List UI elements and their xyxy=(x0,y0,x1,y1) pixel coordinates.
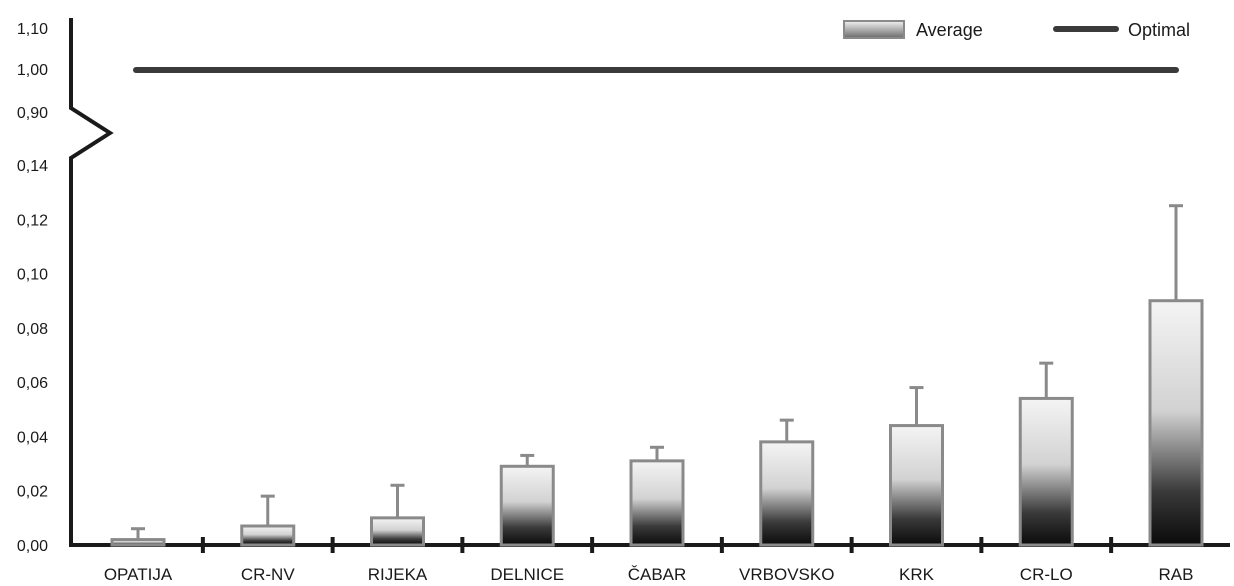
x-category-label: CR-NV xyxy=(241,565,295,584)
legend-average-label: Average xyxy=(916,20,983,40)
y-tick-label: 0,12 xyxy=(17,212,48,229)
y-tick-label: 0,02 xyxy=(17,484,48,501)
x-category-label: VRBOVSKO xyxy=(739,565,834,584)
bar-average xyxy=(889,424,944,547)
y-axis: 1,10 1,00 0,90 0,00 0,02 0,04 0,06 0,08 0,10 0… xyxy=(17,18,114,555)
y-tick-label: 0,06 xyxy=(17,375,48,392)
y-tick-label: 0,10 xyxy=(17,267,48,284)
y-tick-label: 0,00 xyxy=(17,538,48,555)
x-category-label: ČABAR xyxy=(628,565,687,584)
bar-average xyxy=(499,464,555,547)
legend-optimal-label: Optimal xyxy=(1128,20,1190,40)
x-category-label: RIJEKA xyxy=(368,565,428,584)
x-category-label: CR-LO xyxy=(1020,565,1073,584)
x-category-label: OPATIJA xyxy=(104,565,173,584)
bar-average xyxy=(629,459,685,547)
x-category-label: RAB xyxy=(1159,565,1194,584)
bar-average xyxy=(1018,396,1074,547)
y-tick-label: 0,08 xyxy=(17,321,48,338)
y-tick-label: 0,90 xyxy=(17,105,48,122)
bar-average xyxy=(1148,299,1204,547)
bar-average xyxy=(240,524,296,547)
x-category-label: DELNICE xyxy=(490,565,564,584)
legend: Average Optimal xyxy=(843,20,1190,40)
y-tick-label: 1,00 xyxy=(17,62,48,79)
legend-average-swatch xyxy=(843,20,905,39)
bar-average xyxy=(110,538,166,547)
y-tick-label: 0,14 xyxy=(17,158,48,175)
x-category-label: KRK xyxy=(899,565,935,584)
y-tick-label: 0,04 xyxy=(17,429,48,446)
y-tick-label: 1,10 xyxy=(17,21,48,38)
y-axis-line xyxy=(69,18,114,545)
bar-average xyxy=(759,440,815,547)
bar-average xyxy=(370,516,425,547)
